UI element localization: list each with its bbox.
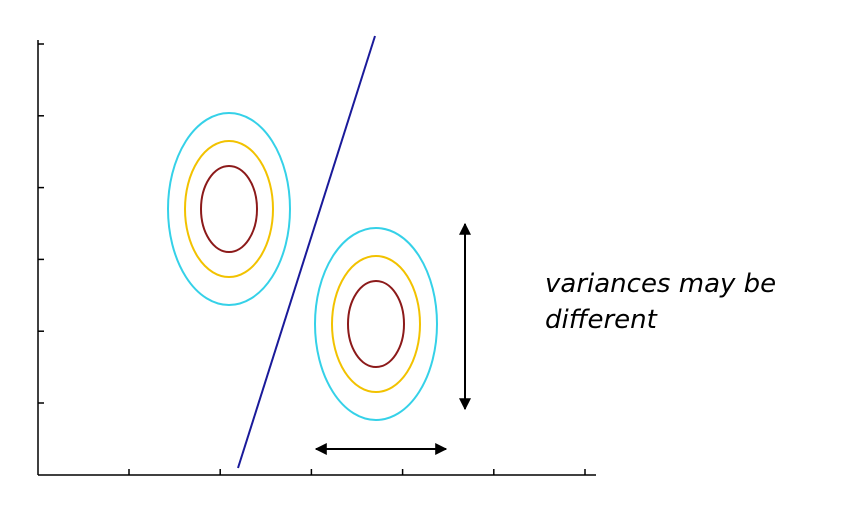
- annotation-line-1: variances may be: [545, 269, 777, 299]
- left-inner-contour: [200, 165, 258, 253]
- x-ticks: [128, 469, 586, 475]
- left-middle-contour: [184, 140, 274, 278]
- annotation-line-2: different: [545, 305, 657, 335]
- right-inner-contour: [347, 280, 405, 368]
- variance-annotation: variances may be different: [545, 266, 835, 338]
- right-middle-contour: [331, 255, 421, 393]
- decision-boundary-line: [237, 35, 376, 469]
- right-outer-contour: [314, 227, 438, 421]
- left-cluster: [167, 112, 291, 306]
- axes: [37, 40, 596, 476]
- y-ticks: [38, 43, 44, 404]
- left-outer-contour: [167, 112, 291, 306]
- right-cluster: [314, 227, 438, 421]
